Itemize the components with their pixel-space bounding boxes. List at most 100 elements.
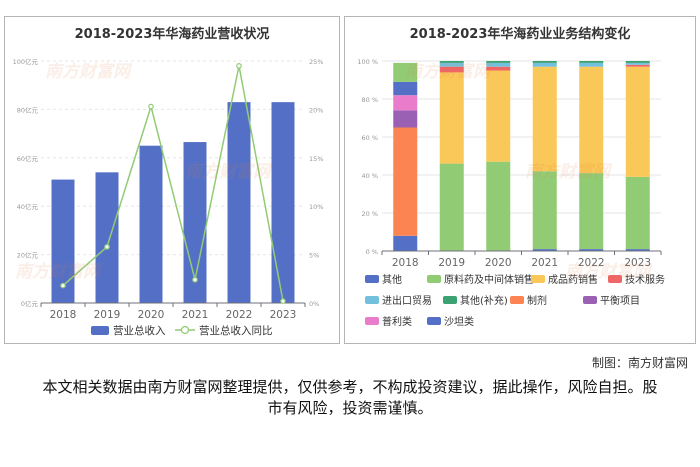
revenue-chart-svg: 0亿元 20亿元 40亿元 60亿元 80亿元 100亿元 0% 5% 10% 15% 20% 25%…	[13, 57, 324, 337]
x-tick-label: 2020	[138, 309, 165, 321]
y2-tick-label: 25%	[309, 58, 323, 66]
revenue-bar	[183, 142, 207, 303]
x-tick-label: 2023	[270, 309, 297, 321]
legend-label: 其他	[382, 273, 402, 286]
stack-segment	[393, 235, 418, 251]
stack-segment	[439, 72, 464, 164]
stack-segment	[393, 127, 418, 236]
yoy-point	[192, 276, 198, 283]
watermark: 南方财富网	[45, 62, 130, 82]
stack-segment	[625, 64, 650, 67]
x-tick-label: 2018	[50, 309, 77, 321]
legend-label: 平衡项目	[600, 295, 640, 307]
y2-tick-label: 10%	[309, 203, 323, 211]
stack-segment	[532, 249, 557, 251]
y-tick-label: 100 %	[357, 58, 378, 66]
stack-segment	[393, 110, 418, 128]
legend-label: 普利类	[382, 315, 412, 328]
x-tick-label: 2022	[226, 309, 253, 321]
y-tick-label: 80亿元	[17, 105, 39, 114]
stack-segment	[486, 66, 511, 71]
stack-segment	[579, 61, 604, 63]
legend-swatch	[443, 296, 457, 304]
legend-label-revenue: 营业总收入	[113, 324, 166, 337]
stack-segment	[625, 249, 650, 251]
structure-chart-panel: 南方财富网 南方财富网 南方财富网 2018-2023年华海药业业务结构变化 0…	[344, 16, 696, 344]
yoy-point	[236, 63, 242, 69]
legend-label: 原料药及中间体销售	[444, 273, 534, 286]
stack-segment	[393, 62, 418, 82]
yoy-point	[104, 244, 110, 250]
legend-label: 技术服务	[625, 273, 665, 286]
stack-segment	[532, 61, 557, 63]
legend-swatch	[510, 296, 524, 304]
stack-segment	[625, 62, 650, 65]
stack-segment	[579, 62, 604, 67]
legend-swatch	[365, 275, 379, 283]
x-tick-label: 2022	[578, 257, 605, 269]
y-tick-label: 60亿元	[17, 154, 39, 163]
x-tick-label: 2020	[485, 257, 512, 269]
stack-segment	[579, 249, 604, 251]
stack-segment	[393, 95, 418, 111]
stack-segment	[486, 70, 511, 162]
y-tick-label: 40亿元	[17, 202, 39, 211]
y-tick-label: 40 %	[361, 172, 378, 180]
stack-segment	[579, 66, 604, 174]
y2-tick-label: 15%	[309, 155, 323, 163]
y2-tick-label: 0%	[309, 300, 319, 308]
x-tick-label: 2021	[531, 257, 558, 269]
y-tick-label: 0 %	[366, 248, 378, 256]
y-tick-label: 20亿元	[17, 251, 39, 260]
revenue-bar	[139, 145, 163, 303]
y-tick-label: 20 %	[361, 210, 378, 218]
structure-chart-svg: 0 % 20 % 40 % 60 % 80 % 100 % 2018 2019 2020 2021…	[357, 58, 665, 328]
yoy-line	[62, 65, 284, 302]
stack-segment	[486, 62, 511, 67]
y2-tick-label: 20%	[309, 106, 323, 114]
legend-swatch	[365, 317, 379, 325]
yoy-point	[60, 282, 66, 289]
revenue-bar	[95, 172, 119, 303]
legend-label: 制剂	[527, 294, 547, 307]
legend-label: 其他(补充)	[460, 294, 508, 307]
legend-label: 成品药销售	[548, 273, 598, 286]
watermark: 南方财富网	[565, 262, 650, 282]
y-tick-label: 60 %	[361, 134, 378, 142]
revenue-bar	[51, 179, 75, 303]
stack-segment	[439, 61, 464, 63]
y-tick-label: 80 %	[361, 96, 378, 104]
stack-segment	[532, 171, 557, 250]
legend-swatch	[608, 275, 622, 283]
watermark: 南方财富网	[405, 62, 490, 82]
legend-marker-yoy	[180, 325, 190, 335]
revenue-chart-title: 2018-2023年华海药业营收状况	[74, 27, 270, 42]
yoy-point	[280, 298, 286, 304]
chart-credit: 制图：南方财富网	[591, 356, 688, 370]
legend-swatch	[365, 296, 379, 304]
watermark: 南方财富网	[185, 162, 270, 182]
x-tick-label: 2019	[438, 257, 465, 269]
watermark: 南方财富网	[525, 162, 610, 182]
stack-segment	[532, 66, 557, 172]
stack-segment	[532, 62, 557, 67]
legend-label-yoy: 营业总收入同比	[199, 324, 273, 337]
yoy-point	[148, 103, 154, 110]
stack-segment	[486, 61, 511, 63]
legend-swatch	[583, 296, 597, 304]
stack-segment	[393, 81, 418, 96]
stack-segment	[439, 62, 464, 67]
legend-swatch-revenue	[91, 326, 109, 335]
watermark: 南方财富网	[15, 262, 100, 282]
legend-swatch	[427, 317, 441, 325]
stack-segment	[486, 161, 511, 251]
stack-segment	[625, 61, 650, 63]
stack-segment	[579, 173, 604, 250]
stack-segment	[625, 176, 650, 250]
stack-segment	[439, 163, 464, 251]
stack-segment	[439, 66, 464, 73]
revenue-chart-panel: 南方财富网 南方财富网 南方财富网 2018-2023年华海药业营收状况 0亿元…	[4, 16, 340, 344]
x-tick-label: 2023	[624, 257, 651, 269]
x-tick-label: 2019	[94, 309, 121, 321]
x-tick-label: 2018	[392, 257, 419, 269]
